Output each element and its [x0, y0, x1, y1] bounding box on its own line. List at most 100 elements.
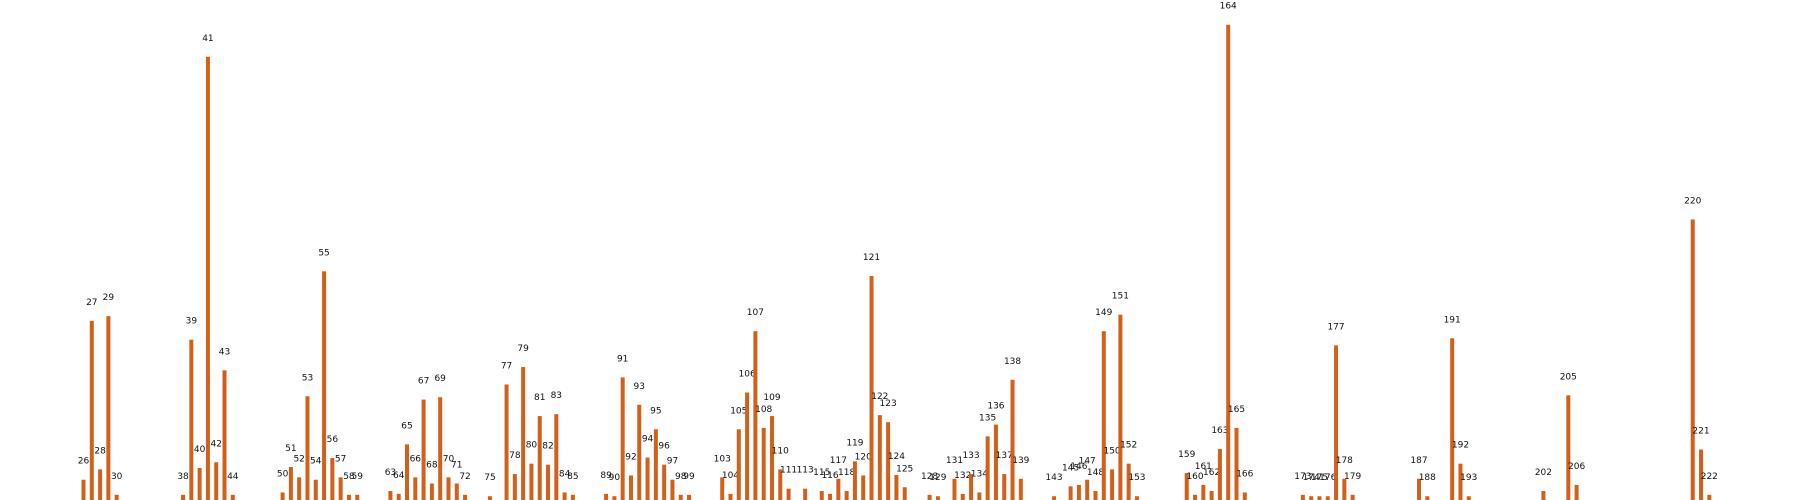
- bar-label-38: 38: [177, 472, 189, 482]
- bar-label-28: 28: [94, 446, 106, 456]
- bar-64: [396, 493, 401, 500]
- bar-label-159: 159: [1178, 450, 1195, 460]
- bar-label-206: 206: [1568, 462, 1585, 472]
- bar-105: [736, 429, 741, 500]
- bar-label-83: 83: [551, 391, 562, 401]
- bar-120: [861, 475, 866, 500]
- bar-label-56: 56: [327, 435, 339, 445]
- bar-label-221: 221: [1692, 427, 1709, 437]
- bar-label-139: 139: [1012, 456, 1029, 466]
- bar-152: [1126, 463, 1131, 500]
- bar-176: [1325, 496, 1330, 500]
- bar-label-105: 105: [730, 406, 747, 416]
- bar-label-147: 147: [1079, 457, 1096, 467]
- bar-123: [886, 422, 891, 500]
- bar-label-188: 188: [1419, 473, 1436, 483]
- bar-label-109: 109: [763, 393, 780, 403]
- bar-label-125: 125: [896, 464, 913, 474]
- bar-191: [1450, 338, 1455, 500]
- bar-label-110: 110: [772, 446, 789, 456]
- bar-28: [98, 469, 103, 500]
- bar-label-59: 59: [352, 472, 364, 482]
- bar-label-51: 51: [285, 444, 296, 454]
- bar-221: [1699, 449, 1704, 500]
- bar-149: [1101, 331, 1106, 500]
- bar-label-57: 57: [335, 454, 346, 464]
- bar-91: [620, 377, 625, 500]
- bar-label-108: 108: [755, 405, 772, 415]
- bar-202: [1541, 491, 1546, 500]
- bar-label-163: 163: [1211, 426, 1228, 436]
- bar-103: [720, 477, 725, 500]
- bar-136: [993, 424, 998, 500]
- bar-label-65: 65: [401, 421, 412, 431]
- bar-93: [637, 404, 642, 500]
- bar-71: [454, 483, 459, 500]
- bar-label-41: 41: [202, 34, 213, 44]
- bar-label-53: 53: [302, 373, 313, 383]
- bar-label-137: 137: [996, 451, 1013, 461]
- bar-54: [313, 479, 318, 500]
- bar-108: [761, 427, 766, 500]
- bar-label-27: 27: [86, 298, 97, 308]
- bar-label-187: 187: [1410, 456, 1427, 466]
- bar-label-133: 133: [962, 451, 979, 461]
- bar-96: [662, 464, 667, 500]
- bar-135: [985, 436, 990, 500]
- bar-178: [1342, 478, 1347, 500]
- bar-label-79: 79: [517, 344, 529, 354]
- bar-40: [197, 467, 202, 500]
- bar-label-192: 192: [1452, 441, 1469, 451]
- bar-70: [446, 477, 451, 500]
- bar-label-96: 96: [658, 442, 670, 452]
- bar-159: [1184, 473, 1189, 500]
- bar-label-54: 54: [310, 457, 322, 467]
- bar-label-94: 94: [642, 435, 654, 445]
- bar-43: [222, 370, 227, 500]
- bar-121: [869, 276, 874, 500]
- bar-150: [1110, 469, 1115, 500]
- bar-174: [1309, 496, 1314, 500]
- bar-label-131: 131: [946, 456, 963, 466]
- bar-label-146: 146: [1070, 462, 1087, 472]
- bar-44: [230, 494, 235, 500]
- bar-50: [280, 492, 285, 500]
- bar-label-42: 42: [210, 439, 221, 449]
- bar-label-80: 80: [526, 441, 538, 451]
- bar-label-116: 116: [821, 471, 838, 481]
- bar-label-124: 124: [888, 452, 905, 462]
- bar-124: [894, 475, 899, 500]
- bar-label-91: 91: [617, 354, 628, 364]
- bar-label-84: 84: [559, 469, 571, 479]
- bar-label-175: 175: [1311, 473, 1328, 483]
- bar-109: [769, 416, 774, 500]
- bar-192: [1458, 463, 1463, 500]
- bar-104: [728, 493, 733, 500]
- bar-label-89: 89: [600, 471, 612, 481]
- bar-label-151: 151: [1112, 292, 1129, 302]
- bar-label-138: 138: [1004, 357, 1021, 367]
- bar-label-193: 193: [1460, 473, 1477, 483]
- bar-label-122: 122: [871, 392, 888, 402]
- bar-52: [297, 477, 302, 500]
- bar-label-39: 39: [186, 317, 198, 327]
- bar-77: [504, 384, 509, 500]
- bar-85: [570, 494, 575, 500]
- bar-193: [1466, 496, 1471, 500]
- bar-label-55: 55: [318, 248, 329, 258]
- bar-161: [1201, 484, 1206, 500]
- bar-80: [529, 463, 534, 500]
- bar-39: [189, 339, 194, 500]
- bar-163: [1217, 449, 1222, 500]
- bar-58: [346, 494, 351, 500]
- bar-81: [537, 416, 542, 500]
- bar-label-205: 205: [1560, 372, 1577, 382]
- bar-222: [1707, 494, 1712, 500]
- bar-label-128: 128: [921, 472, 938, 482]
- bar-label-71: 71: [451, 461, 462, 471]
- bar-78: [512, 474, 517, 500]
- bar-111: [786, 488, 791, 500]
- bar-label-107: 107: [747, 308, 764, 318]
- bar-label-179: 179: [1344, 472, 1361, 482]
- bar-27: [89, 320, 94, 500]
